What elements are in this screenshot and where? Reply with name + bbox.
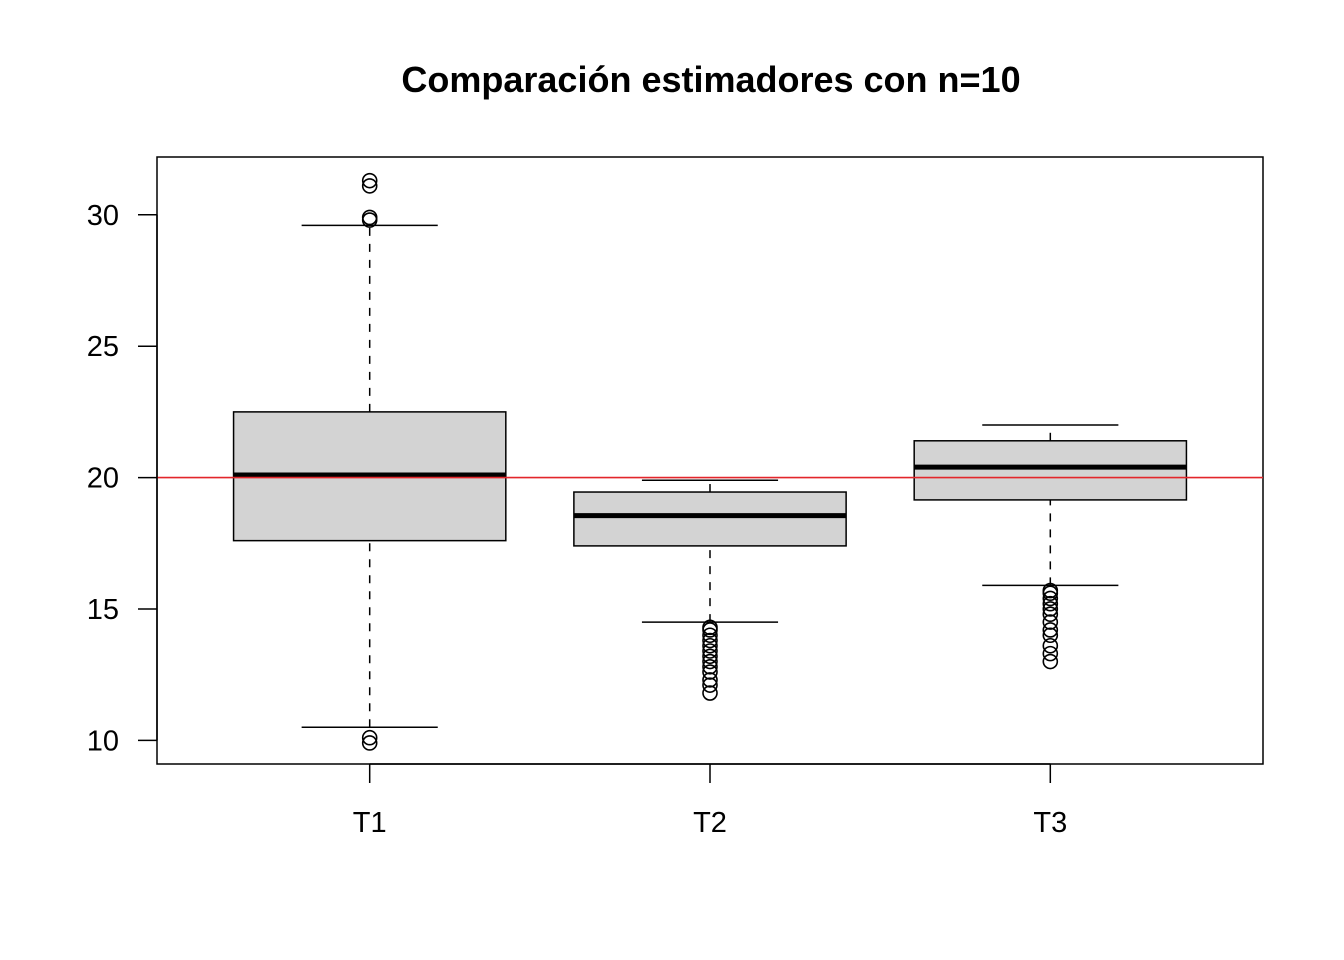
outlier-point (1042, 627, 1059, 644)
outlier-point (1042, 582, 1059, 599)
outlier-point (702, 677, 718, 693)
outlier-point (361, 735, 378, 751)
y-tick-label: 15 (87, 594, 119, 626)
plot-area (157, 172, 1263, 751)
outlier-point (1042, 645, 1059, 662)
x-tick-label: T1 (353, 807, 387, 839)
box-t1 (232, 172, 507, 751)
box-iqr (913, 440, 1188, 501)
outlier-point (1042, 622, 1059, 638)
y-tick-label: 25 (87, 331, 119, 363)
x-tick-label: T2 (693, 807, 727, 839)
box-t3 (913, 424, 1188, 670)
outlier-point (702, 637, 718, 654)
x-tick-label: T3 (1033, 807, 1067, 839)
outlier-point (1042, 614, 1059, 630)
outlier-point (702, 627, 718, 644)
outlier-point (361, 729, 378, 746)
outlier-point (702, 685, 718, 701)
outlier-point (361, 209, 378, 226)
outlier-point (1042, 637, 1059, 654)
box-iqr (573, 491, 847, 547)
outlier-point (361, 178, 378, 194)
y-tick-label: 10 (87, 725, 119, 757)
y-tick-label: 20 (87, 463, 119, 495)
box-t2 (573, 479, 847, 701)
outlier-point (361, 172, 378, 189)
y-tick-label: 30 (87, 200, 119, 232)
outlier-point (702, 648, 718, 665)
outlier-point (702, 653, 718, 670)
outlier-point (702, 658, 718, 675)
outlier-point (1042, 595, 1059, 612)
chart-title: Comparación estimadores con n=10 (401, 59, 1020, 100)
outlier-point (1042, 606, 1059, 623)
outlier-point (1042, 653, 1059, 670)
outlier-point (702, 672, 718, 688)
outlier-point (1042, 590, 1059, 607)
outlier-point (702, 619, 718, 636)
outlier-point (1042, 601, 1059, 617)
outlier-point (702, 664, 718, 680)
outlier-point (702, 643, 718, 659)
axes: 10 15 20 25 30 T1 T2 T3 (87, 200, 1067, 839)
outlier-point (702, 632, 718, 649)
